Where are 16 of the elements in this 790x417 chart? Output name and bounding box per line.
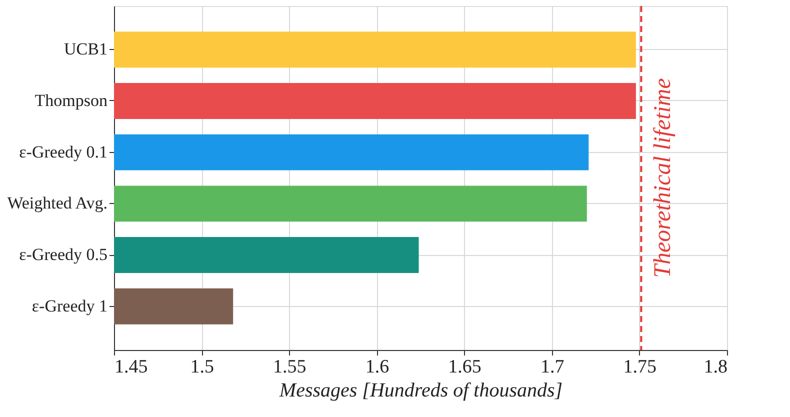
y-tick-label: ε-Greedy 1: [32, 296, 108, 316]
x-tick-label: 1.65: [448, 356, 482, 378]
y-tick-label: ε-Greedy 0.5: [19, 245, 108, 264]
y-tick-label: ε-Greedy 0.1: [19, 142, 108, 162]
x-tick-label: 1.45: [114, 356, 148, 378]
y-tick-label: Weighted Avg.: [7, 194, 108, 213]
y-tick-label: Thompson: [34, 90, 108, 110]
x-tick-label: 1.75: [623, 356, 657, 378]
y-tick-label: UCB1: [64, 40, 108, 59]
x-axis-title: Messages [Hundreds of thousands]: [278, 380, 563, 402]
x-tick-label: 1.55: [273, 356, 306, 378]
x-tick-label: 1.7: [540, 356, 564, 378]
x-tick-label: 1.6: [365, 356, 390, 378]
x-tick-label: 1.8: [704, 356, 728, 378]
x-tick-label: 1.5: [190, 356, 214, 378]
ref-line-label: Theorethical lifetime: [650, 78, 676, 278]
